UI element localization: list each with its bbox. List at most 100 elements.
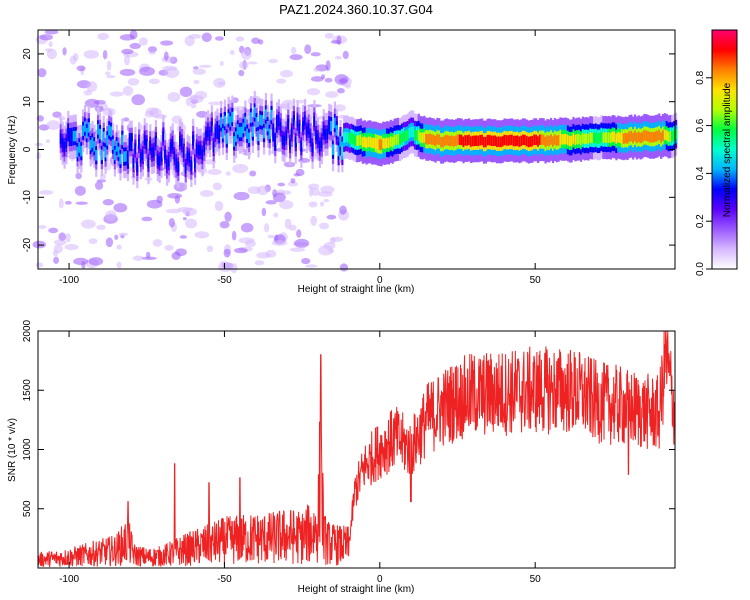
ridge-cell [432, 134, 435, 146]
noise-blob [304, 44, 312, 55]
noise-blob [84, 98, 100, 108]
ridge-cell [220, 117, 223, 128]
ridge-cell [406, 130, 409, 141]
noise-blob [105, 71, 111, 76]
noise-blob [44, 29, 59, 35]
ridge-cell [665, 130, 668, 141]
x-tick-label: 0 [377, 574, 383, 585]
ridge-cell [296, 116, 299, 127]
ridge-cell [486, 134, 489, 146]
noise-blob [265, 249, 277, 258]
ridge-cell [427, 134, 430, 145]
ridge-cell [335, 125, 338, 136]
noise-blob [174, 195, 181, 204]
ridge-cell [604, 132, 607, 143]
noise-blob [190, 95, 204, 104]
ridge-cell [617, 131, 620, 143]
ridge-cell [527, 136, 530, 148]
ridge-cell [378, 139, 381, 150]
noise-blob [261, 207, 267, 217]
ridge-cell [464, 135, 467, 146]
ridge-cell [231, 111, 234, 123]
ridge-cell [128, 136, 131, 148]
ridge-cell [607, 132, 611, 143]
ridge-cell [635, 132, 639, 144]
noise-blob [290, 178, 296, 184]
noise-blob [339, 205, 347, 215]
y-tick-label: 2000 [22, 319, 33, 342]
noise-blob [207, 169, 222, 176]
ridge-cell [171, 139, 174, 151]
ridge-cell [615, 133, 618, 145]
ridge-cell [443, 135, 446, 147]
noise-blob [185, 97, 192, 107]
ridge-cell [207, 126, 210, 138]
noise-blob [122, 85, 134, 96]
ridge-cell [553, 134, 556, 145]
noise-blob [235, 36, 245, 42]
ridge-cell [391, 137, 394, 148]
noise-blob [132, 255, 144, 261]
ridge-cell [225, 133, 228, 144]
x-tick-label: -100 [59, 275, 79, 286]
ridge-cell [158, 156, 161, 167]
noise-blob [330, 40, 342, 44]
ridge-cell [596, 133, 599, 144]
ridge-cell [341, 145, 344, 156]
noise-blob [88, 257, 104, 266]
ridge-cell [594, 132, 598, 143]
noise-blob [65, 201, 72, 205]
noise-blob [119, 68, 136, 77]
ridge-cell [180, 138, 184, 149]
ridge-cell [488, 134, 491, 146]
ridge-cell [505, 135, 508, 146]
ridge-cell [430, 134, 433, 145]
ridge-cell [108, 124, 111, 136]
ridge-cell [648, 131, 652, 143]
ridge-cell [345, 131, 348, 143]
ridge-cell [455, 135, 458, 146]
ridge-cell [289, 138, 292, 150]
noise-blob [165, 208, 181, 214]
ridge-cell [501, 136, 504, 147]
noise-blob [313, 67, 320, 72]
ridge-cell [415, 130, 419, 141]
noise-blob [257, 39, 264, 45]
ridge-cell [561, 134, 564, 145]
noise-blob [298, 158, 311, 163]
noise-blob [152, 239, 163, 247]
ridge-cell [589, 132, 592, 143]
noise-blob [301, 257, 311, 265]
ridge-cell [490, 135, 493, 147]
noise-blob [328, 248, 335, 253]
ridge-cell [166, 159, 169, 170]
noise-blob [308, 201, 318, 208]
noise-blob [271, 240, 288, 246]
ridge-cell [154, 136, 158, 147]
noise-blob [219, 60, 224, 67]
colorbar-strip [711, 29, 738, 270]
ridge-cell [257, 130, 260, 142]
ridge-cell [585, 133, 588, 144]
noise-blob [32, 240, 47, 249]
ridge-cell [352, 133, 355, 145]
ridge-cell [497, 136, 501, 147]
noise-blob [44, 48, 53, 52]
ridge-cell [350, 132, 353, 144]
noise-blob [105, 237, 114, 248]
ridge-cell [208, 130, 212, 141]
noise-blob [306, 88, 321, 96]
ridge-cell [337, 145, 340, 157]
noise-blob [279, 200, 294, 210]
noise-blob [325, 60, 331, 72]
ridge-cell [121, 134, 124, 146]
noise-blob [311, 187, 320, 196]
ridge-cell [365, 137, 368, 149]
noise-blob [230, 263, 238, 274]
ridge-cell [445, 134, 448, 146]
ridge-cell [533, 134, 536, 146]
colorbar-tick-label: 0.4 [695, 166, 706, 180]
noise-blob [294, 238, 310, 248]
y-tick-label: 1500 [22, 379, 33, 402]
ridge-cell [167, 155, 171, 167]
